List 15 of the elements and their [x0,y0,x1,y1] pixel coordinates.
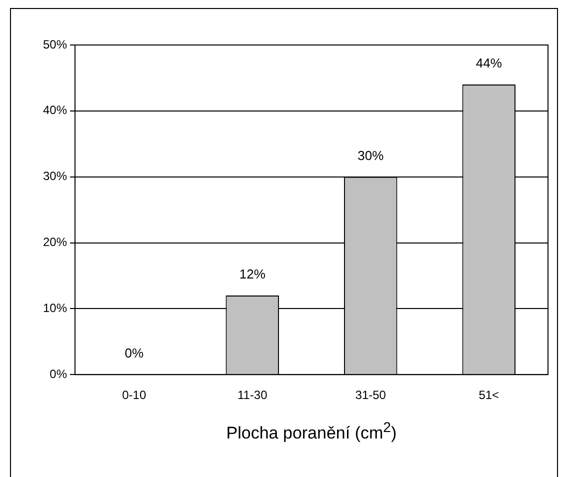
y-tick-label: 40% [42,103,68,118]
y-tick-label: 10% [42,300,68,315]
y-tick-label: 20% [42,235,68,250]
data-label: 12% [239,266,266,282]
y-tick-label: 50% [42,37,68,52]
data-label: 0% [124,346,144,361]
x-tick-label: 51< [478,388,500,402]
x-tick-label: 31-50 [355,388,386,402]
y-tick-label: 0% [50,366,68,381]
x-tick-label: 0-10 [122,388,146,402]
x-tick-label: 11-30 [237,388,268,402]
x-axis-title: Plocha poranění (cm$^{2}$) [225,420,398,444]
data-label: 44% [476,56,502,71]
data-label: 30% [358,148,384,163]
y-tick-label: 30% [42,169,68,184]
